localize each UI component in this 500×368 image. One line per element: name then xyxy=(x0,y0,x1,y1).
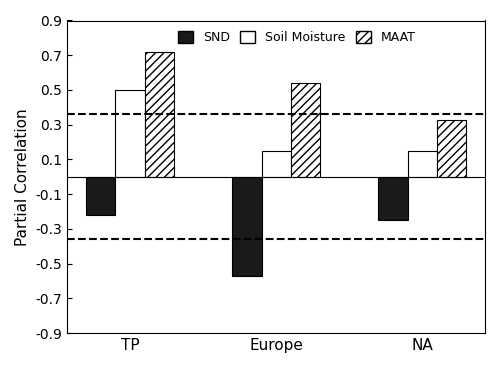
Bar xyxy=(291,83,320,177)
Y-axis label: Partial Correlation: Partial Correlation xyxy=(15,108,30,245)
Bar xyxy=(86,177,116,215)
Bar xyxy=(144,52,174,177)
Bar xyxy=(408,151,437,177)
Bar xyxy=(437,120,466,177)
Bar xyxy=(116,90,144,177)
Bar xyxy=(232,177,262,276)
Bar xyxy=(378,177,408,220)
Bar xyxy=(262,151,291,177)
Legend: SND, Soil Moisture, MAAT: SND, Soil Moisture, MAAT xyxy=(174,27,420,48)
